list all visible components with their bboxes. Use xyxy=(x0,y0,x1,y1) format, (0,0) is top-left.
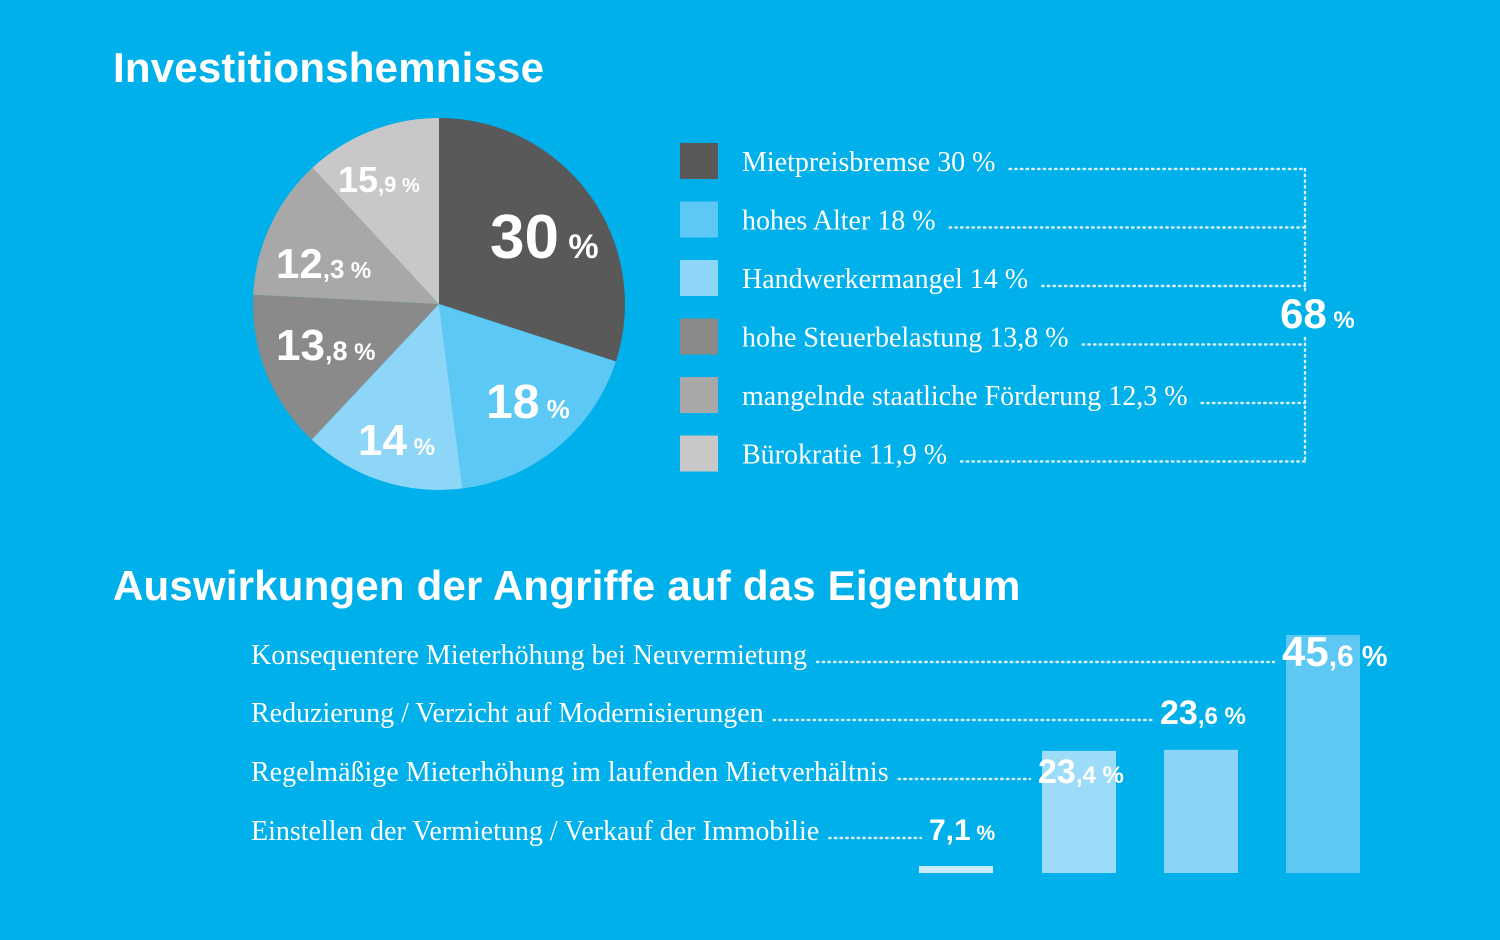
legend-swatch xyxy=(680,260,718,296)
pie-slice xyxy=(312,117,439,304)
legend-swatch xyxy=(680,201,718,238)
bar xyxy=(1042,750,1116,873)
bar-category-label: Konsequentere Mieterhöhung bei Neuvermie… xyxy=(251,640,807,671)
pie-slice xyxy=(439,304,616,489)
legend-swatch xyxy=(680,377,718,413)
bar-category-label: Regelmäßige Mieterhöhung im laufenden Mi… xyxy=(251,757,889,788)
legend-swatch xyxy=(680,143,718,179)
bar-value-label: 7,1 % xyxy=(929,814,996,847)
pie-slice-label: 14 % xyxy=(358,416,435,465)
legend-label: hohes Alter 18 % xyxy=(742,206,936,237)
legend-label: mangelnde staatliche Förderung 12,3 % xyxy=(742,381,1188,412)
pie-slice-label: 13,8 % xyxy=(276,321,376,370)
bar xyxy=(1286,635,1360,873)
pie-slice xyxy=(253,167,439,304)
legend-label: Mietpreisbremse 30 % xyxy=(742,147,996,178)
legend-label: hohe Steuerbelastung 13,8 % xyxy=(742,323,1069,354)
bar-value-label: 23,6 % xyxy=(1160,694,1246,732)
pie-slice-label: 30 % xyxy=(490,203,599,272)
pie-slice xyxy=(439,118,626,362)
bar-category-label: Einstellen der Vermietung / Verkauf der … xyxy=(251,816,819,847)
bar-category-label: Reduzierung / Verzicht auf Modernisierun… xyxy=(251,698,764,729)
pie-slice-label: 15,9 % xyxy=(338,159,420,200)
legend-bracket: 68 % xyxy=(948,167,1355,463)
legend-swatch xyxy=(680,435,718,472)
pie-legend: Mietpreisbremse 30 % hohes Alter 18 % Hand… xyxy=(680,143,1188,472)
pie-chart xyxy=(252,117,626,490)
bar-value-label: 45,6 % xyxy=(1282,628,1388,675)
pie-slice-label: 18 % xyxy=(486,376,570,429)
bar-chart: Einstellen der Vermietung / Verkauf der … xyxy=(251,628,1388,873)
legend-label: Handwerkermangel 14 % xyxy=(742,264,1028,295)
bar xyxy=(919,866,993,873)
pie-slice xyxy=(252,294,439,440)
bar-value-label: 23,4 % xyxy=(1038,753,1124,791)
pie-labels: 30 % 18 % 14 % 13,8 % 12,3 % 15,9 % xyxy=(276,159,599,465)
bar-section-title: Auswirkungen der Angriffe auf das Eigent… xyxy=(113,562,1021,609)
legend-swatch xyxy=(680,318,718,355)
pie-section-title: Investitionshemnisse xyxy=(113,44,545,91)
pie-slice xyxy=(311,304,463,490)
pie-slice-label: 12,3 % xyxy=(276,240,371,287)
bar xyxy=(1164,749,1238,873)
bracket-total-label: 68 % xyxy=(1280,290,1355,337)
legend-label: Bürokratie 11,9 % xyxy=(742,440,947,471)
